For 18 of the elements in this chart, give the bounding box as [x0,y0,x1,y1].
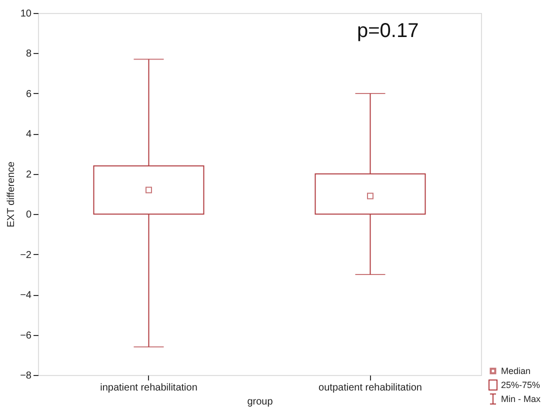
x-tick-label: outpatient rehabilitation [318,382,422,394]
y-axis-title: EXT difference [6,161,18,228]
y-tick-label: 8 [26,48,32,60]
annotation: p=0.17 [356,20,419,42]
text: Median [501,366,531,376]
x-axis-title: group [247,396,274,408]
x-tick-label: inpatient rehabilitation [100,382,198,394]
text: 25%-75% [501,380,540,390]
y-tick-label: −8 [20,370,32,382]
y-tick-label: 10 [20,8,32,20]
y-tick-label: 4 [26,129,32,140]
y-tick-label: −2 [20,250,32,261]
text: Min - Max [501,394,541,404]
y-tick-label: 6 [26,88,32,100]
y-tick-label: 2 [26,169,32,180]
y-tick-label: 0 [26,210,32,221]
y-tick-label: −6 [20,330,32,342]
y-tick-label: −4 [20,290,32,302]
